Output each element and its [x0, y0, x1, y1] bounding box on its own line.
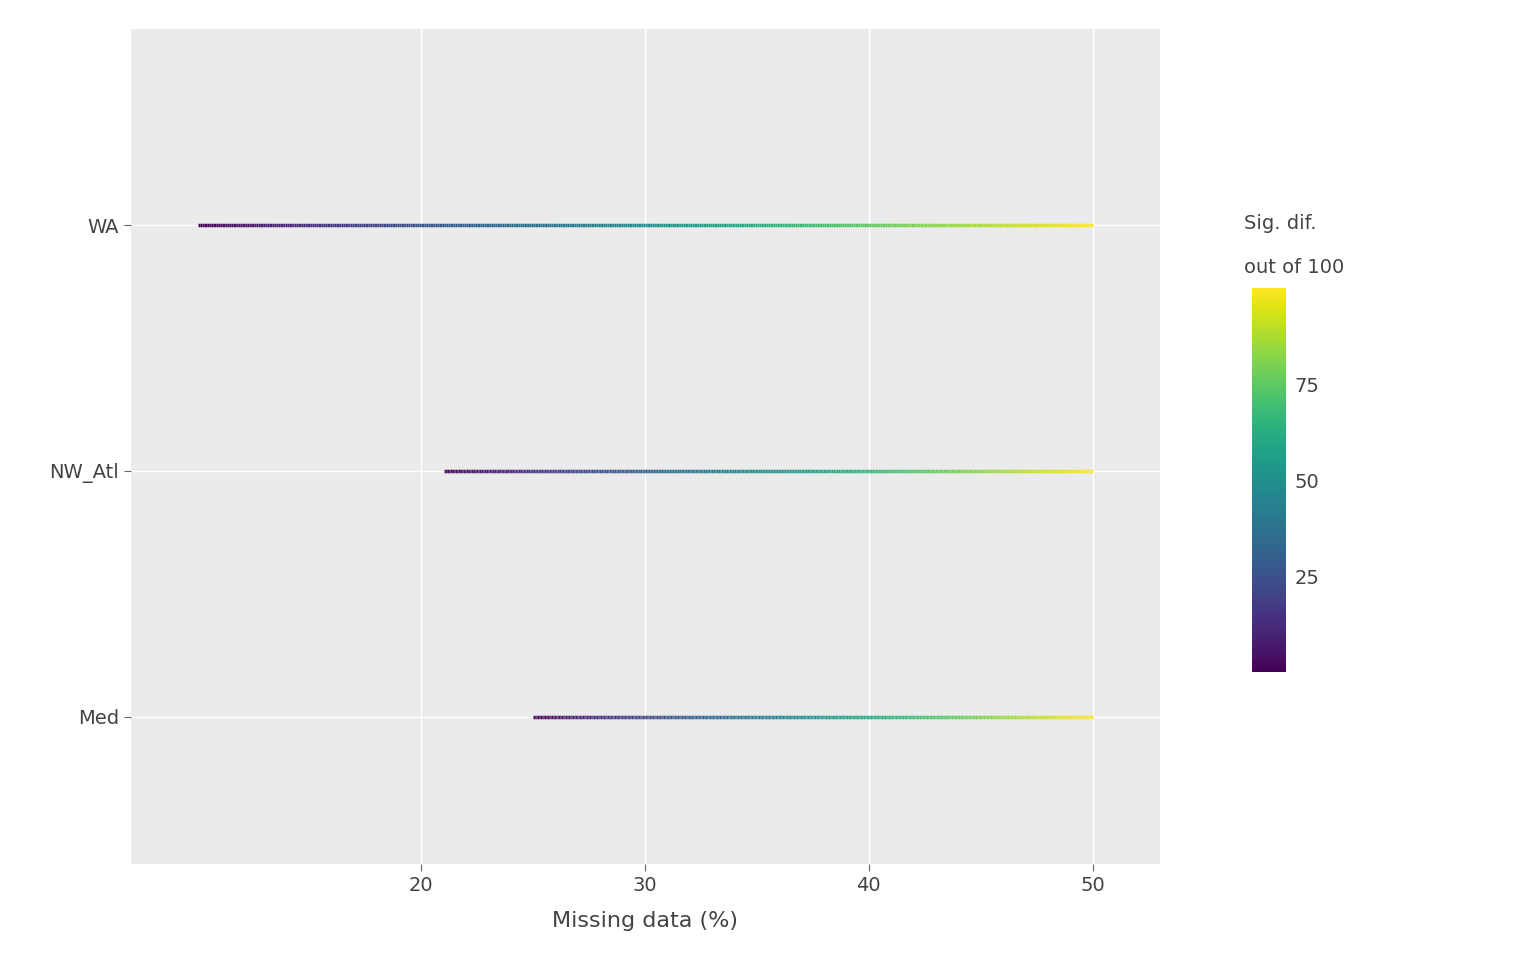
Text: out of 100: out of 100 — [1244, 258, 1344, 277]
Text: Sig. dif.: Sig. dif. — [1244, 214, 1316, 233]
X-axis label: Missing data (%): Missing data (%) — [551, 911, 739, 931]
